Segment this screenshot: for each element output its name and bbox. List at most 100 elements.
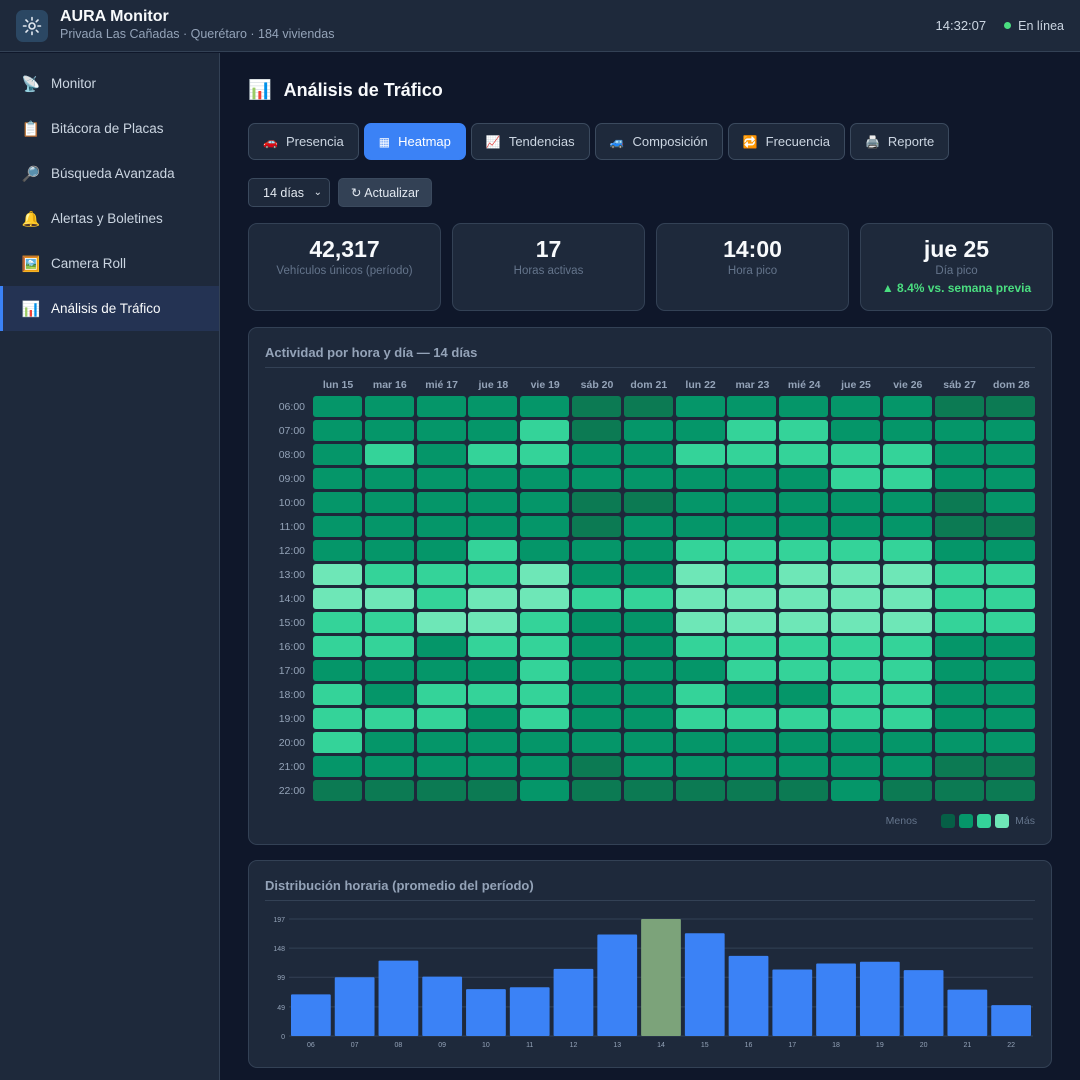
heatmap-cell[interactable]	[727, 708, 777, 729]
heatmap-cell[interactable]	[520, 636, 570, 657]
heatmap-cell[interactable]	[882, 708, 932, 729]
heatmap-cell[interactable]	[986, 588, 1036, 609]
heatmap-cell[interactable]	[416, 636, 466, 657]
heatmap-cell[interactable]	[623, 684, 673, 705]
heatmap-cell[interactable]	[727, 468, 777, 489]
heatmap-cell[interactable]	[468, 468, 518, 489]
tab-presence[interactable]: 🚗 Presencia	[248, 123, 359, 160]
heatmap-cell[interactable]	[727, 492, 777, 513]
heatmap-cell[interactable]	[313, 588, 362, 609]
heatmap-cell[interactable]	[623, 660, 673, 681]
heatmap-cell[interactable]	[831, 708, 880, 729]
heatmap-cell[interactable]	[572, 564, 621, 585]
heatmap-cell[interactable]	[468, 780, 518, 801]
heatmap-cell[interactable]	[727, 396, 777, 417]
heatmap-cell[interactable]	[986, 468, 1036, 489]
heatmap-cell[interactable]	[779, 588, 829, 609]
heatmap-cell[interactable]	[831, 468, 880, 489]
heatmap-cell[interactable]	[934, 588, 984, 609]
heatmap-cell[interactable]	[313, 420, 362, 441]
heatmap-cell[interactable]	[831, 684, 880, 705]
heatmap-cell[interactable]	[882, 612, 932, 633]
heatmap-cell[interactable]	[416, 756, 466, 777]
tab-report[interactable]: 🖨️ Reporte	[849, 123, 950, 160]
heatmap-cell[interactable]	[364, 540, 414, 561]
heatmap-cell[interactable]	[364, 420, 414, 441]
heatmap-cell[interactable]	[572, 660, 621, 681]
heatmap-cell[interactable]	[934, 540, 984, 561]
heatmap-cell[interactable]	[675, 540, 725, 561]
heatmap-cell[interactable]	[416, 444, 466, 465]
heatmap-cell[interactable]	[468, 684, 518, 705]
heatmap-cell[interactable]	[882, 564, 932, 585]
heatmap-cell[interactable]	[779, 636, 829, 657]
heatmap-cell[interactable]	[364, 564, 414, 585]
heatmap-cell[interactable]	[934, 732, 984, 753]
heatmap-cell[interactable]	[779, 684, 829, 705]
heatmap-cell[interactable]	[675, 732, 725, 753]
heatmap-cell[interactable]	[520, 492, 570, 513]
heatmap-cell[interactable]	[364, 780, 414, 801]
heatmap-cell[interactable]	[623, 636, 673, 657]
heatmap-cell[interactable]	[934, 708, 984, 729]
heatmap-cell[interactable]	[468, 492, 518, 513]
heatmap-cell[interactable]	[416, 516, 466, 537]
heatmap-cell[interactable]	[934, 444, 984, 465]
sidebar-item-advanced-search[interactable]: 🔎 Búsqueda Avanzada	[0, 151, 219, 196]
heatmap-cell[interactable]	[779, 444, 829, 465]
heatmap-cell[interactable]	[520, 468, 570, 489]
heatmap-cell[interactable]	[882, 636, 932, 657]
heatmap-cell[interactable]	[727, 420, 777, 441]
heatmap-cell[interactable]	[468, 756, 518, 777]
heatmap-cell[interactable]	[623, 708, 673, 729]
heatmap-cell[interactable]	[986, 420, 1036, 441]
heatmap-cell[interactable]	[986, 636, 1036, 657]
heatmap-cell[interactable]	[831, 660, 880, 681]
heatmap-cell[interactable]	[882, 468, 932, 489]
heatmap-cell[interactable]	[313, 444, 362, 465]
heatmap-cell[interactable]	[623, 780, 673, 801]
heatmap-cell[interactable]	[831, 756, 880, 777]
heatmap-cell[interactable]	[675, 636, 725, 657]
heatmap-cell[interactable]	[675, 444, 725, 465]
heatmap-cell[interactable]	[416, 684, 466, 705]
heatmap-cell[interactable]	[779, 516, 829, 537]
heatmap-cell[interactable]	[882, 660, 932, 681]
heatmap-cell[interactable]	[313, 780, 362, 801]
heatmap-cell[interactable]	[520, 708, 570, 729]
heatmap-cell[interactable]	[779, 732, 829, 753]
heatmap-cell[interactable]	[520, 540, 570, 561]
heatmap-cell[interactable]	[934, 756, 984, 777]
heatmap-cell[interactable]	[831, 612, 880, 633]
heatmap-cell[interactable]	[675, 588, 725, 609]
heatmap-cell[interactable]	[313, 516, 362, 537]
heatmap-cell[interactable]	[779, 564, 829, 585]
heatmap-cell[interactable]	[675, 660, 725, 681]
heatmap-cell[interactable]	[364, 468, 414, 489]
heatmap-cell[interactable]	[313, 708, 362, 729]
heatmap-cell[interactable]	[986, 780, 1036, 801]
heatmap-cell[interactable]	[831, 492, 880, 513]
heatmap-cell[interactable]	[313, 468, 362, 489]
heatmap-cell[interactable]	[416, 420, 466, 441]
heatmap-cell[interactable]	[572, 516, 621, 537]
heatmap-cell[interactable]	[416, 660, 466, 681]
heatmap-cell[interactable]	[468, 612, 518, 633]
heatmap-cell[interactable]	[727, 612, 777, 633]
heatmap-cell[interactable]	[520, 420, 570, 441]
heatmap-cell[interactable]	[572, 636, 621, 657]
heatmap-cell[interactable]	[727, 636, 777, 657]
heatmap-cell[interactable]	[416, 564, 466, 585]
heatmap-cell[interactable]	[986, 756, 1036, 777]
heatmap-cell[interactable]	[934, 660, 984, 681]
heatmap-cell[interactable]	[779, 540, 829, 561]
tab-trends[interactable]: 📈 Tendencias	[470, 123, 590, 160]
heatmap-cell[interactable]	[882, 444, 932, 465]
heatmap-cell[interactable]	[313, 564, 362, 585]
heatmap-cell[interactable]	[572, 708, 621, 729]
heatmap-cell[interactable]	[831, 732, 880, 753]
heatmap-cell[interactable]	[468, 732, 518, 753]
heatmap-cell[interactable]	[416, 708, 466, 729]
heatmap-cell[interactable]	[623, 396, 673, 417]
heatmap-cell[interactable]	[416, 492, 466, 513]
